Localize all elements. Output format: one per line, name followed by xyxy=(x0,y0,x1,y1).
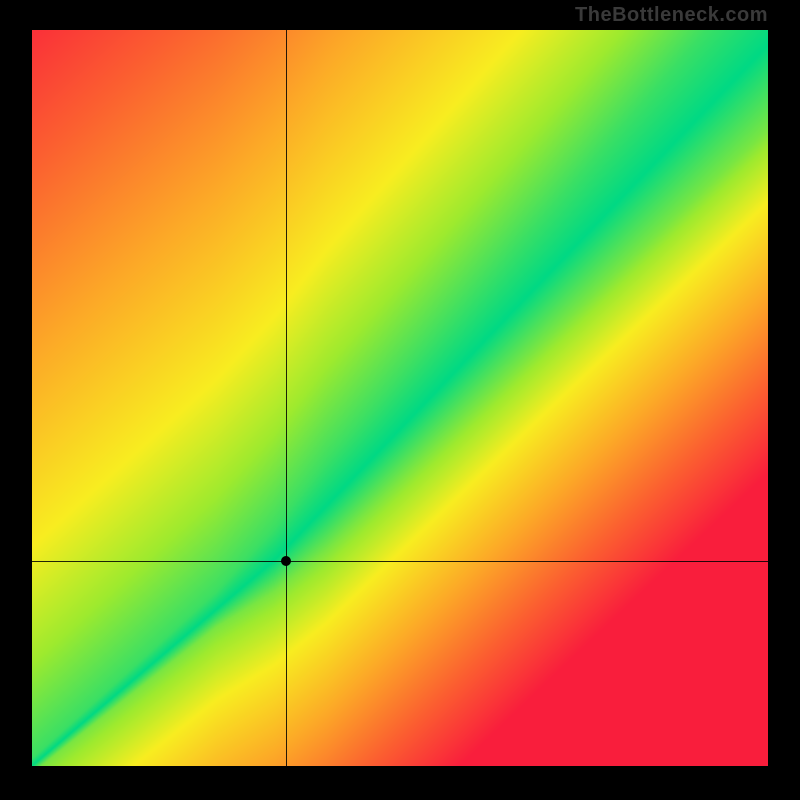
watermark-text: TheBottleneck.com xyxy=(575,4,768,27)
chart-container: TheBottleneck.com xyxy=(0,0,800,800)
heatmap-plot xyxy=(32,30,768,766)
marker-dot xyxy=(281,556,291,566)
heatmap-canvas xyxy=(32,30,768,766)
crosshair-horizontal xyxy=(32,561,768,562)
crosshair-vertical xyxy=(286,30,287,766)
